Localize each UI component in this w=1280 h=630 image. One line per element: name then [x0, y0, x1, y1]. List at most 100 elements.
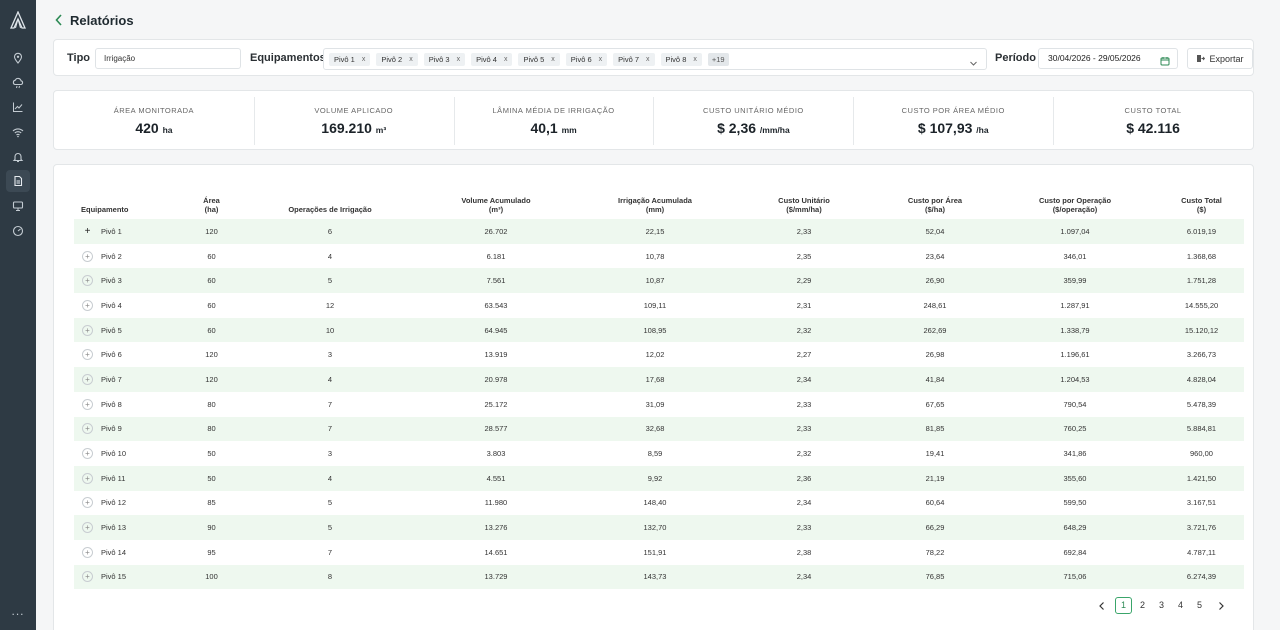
table-cell: 2,33 — [729, 416, 879, 442]
kpi-unit: /ha — [976, 125, 989, 135]
export-button[interactable]: Exportar — [1187, 48, 1253, 69]
chip-label: Pivô 3 — [428, 55, 450, 64]
expand-row-icon[interactable]: + — [82, 250, 93, 262]
table-row[interactable]: + Pivô 3 60 5 7.561 10,87 2,29 26,90 359,99 1.751… — [74, 268, 1244, 294]
chip-remove-icon[interactable]: x — [598, 56, 603, 63]
table-cell: 715,06 — [991, 564, 1159, 590]
table-row[interactable]: + Pivô 9 80 7 28.577 32,68 2,33 81,85 760,25 5.88… — [74, 416, 1244, 442]
table-cell: 341,86 — [1063, 449, 1087, 459]
cloud-rain-icon[interactable] — [6, 72, 30, 94]
kpi-summary: Área monitorada 420 ha Volume aplicado 169.… — [53, 90, 1254, 150]
expand-row-icon[interactable]: + — [82, 423, 93, 435]
table-cell: 2,32 — [796, 449, 812, 459]
chevron-down-icon[interactable] — [969, 55, 978, 66]
equipment-name: Pivô 10 — [101, 449, 127, 459]
table-row[interactable]: + Pivô 4 60 12 63.543 109,11 2,31 248,61 1.287,9… — [74, 293, 1244, 318]
wifi-icon[interactable] — [6, 121, 30, 143]
table-row[interactable]: + Pivô 7 120 4 20.978 17,68 2,34 41,84 1.204,53 4… — [74, 367, 1244, 392]
back-chevron-icon[interactable] — [54, 13, 64, 27]
gauge-icon[interactable] — [6, 220, 30, 242]
expand-row-icon[interactable]: + — [82, 349, 93, 361]
expand-row-icon[interactable]: + — [82, 275, 93, 287]
next-page-icon[interactable] — [1213, 598, 1229, 614]
table-row[interactable]: + Pivô 11 50 4 4.551 9,92 2,36 21,19 355,60 1.421… — [74, 465, 1244, 491]
equipment-name: Pivô 11 — [101, 473, 126, 483]
map-pin-icon[interactable] — [6, 47, 30, 69]
periodo-date-range[interactable]: 30/04/2026 - 29/05/2026 — [1038, 48, 1178, 69]
calendar-icon[interactable] — [1160, 54, 1170, 66]
table-row[interactable]: + Pivô 14 95 7 14.651 151,91 2,38 78,22 692,84 4.… — [74, 540, 1244, 565]
equipment-cell: + Pivô 3 — [74, 268, 174, 294]
table-row[interactable]: + Pivô 15 100 8 13.729 143,73 2,34 76,85 715,06 6… — [74, 564, 1244, 590]
expand-row-icon[interactable]: + — [82, 522, 93, 534]
expand-row-icon[interactable]: + — [82, 324, 93, 336]
table-row[interactable]: + Pivô 10 50 3 3.803 8,59 2,32 19,41 341,86 960,0… — [74, 441, 1244, 466]
equipamentos-multiselect[interactable]: Pivô 1 x Pivô 2 x Pivô 3 x Pivô 4 x Pivô 5 x Pivô … — [323, 48, 987, 70]
table-cell: 17,68 — [581, 367, 729, 392]
page-5-button[interactable]: 5 — [1196, 600, 1202, 610]
expand-row-icon[interactable]: + — [82, 571, 93, 583]
equipment-name: Pivô 9 — [101, 424, 122, 434]
expand-row-icon[interactable]: + — [84, 225, 91, 237]
table-row[interactable]: + Pivô 13 90 5 13.276 132,70 2,33 66,29 648,29 3.… — [74, 515, 1244, 540]
table-cell: 10,87 — [581, 268, 729, 294]
table-cell: 21,19 — [879, 465, 991, 491]
expand-row-icon[interactable]: + — [82, 497, 93, 509]
table-cell: 648,29 — [991, 515, 1159, 540]
page-2-button[interactable]: 2 — [1139, 600, 1145, 610]
monitor-icon[interactable] — [6, 195, 30, 217]
table-cell: 2,34 — [729, 564, 879, 590]
expand-row-icon[interactable]: + — [82, 546, 93, 558]
kpi-label: Volume aplicado — [314, 106, 394, 115]
column-header: Custo Total ($) — [1159, 193, 1244, 219]
table-cell: 60 — [174, 317, 249, 343]
more-chips-badge[interactable]: +19 — [707, 53, 729, 66]
equipment-cell: + Pivô 13 — [74, 515, 174, 540]
table-cell: 355,60 — [991, 465, 1159, 491]
equipment-cell: + Pivô 4 — [74, 293, 174, 318]
chart-icon[interactable] — [6, 96, 30, 118]
expand-row-icon[interactable]: + — [82, 398, 93, 410]
chip-remove-icon[interactable]: x — [361, 56, 366, 63]
brand-logo-icon[interactable] — [9, 10, 27, 31]
more-menu-icon[interactable]: ... — [11, 604, 25, 618]
table-cell: 262,69 — [879, 317, 991, 343]
equipment-name: Pivô 1 — [101, 226, 122, 236]
expand-row-icon[interactable]: + — [82, 448, 93, 460]
chip-remove-icon[interactable]: x — [693, 56, 697, 63]
chip-remove-icon[interactable]: x — [456, 56, 461, 63]
chip-remove-icon[interactable]: x — [503, 56, 508, 63]
expand-row-icon[interactable]: + — [82, 472, 93, 484]
tipo-select[interactable]: Irrigação — [95, 48, 241, 69]
table-row[interactable]: + Pivô 1 120 6 26.702 22,15 2,33 52,04 1.097,04 6… — [74, 219, 1244, 244]
periodo-value: 30/04/2026 - 29/05/2026 — [1048, 53, 1141, 63]
chip-label: Pivô 5 — [523, 55, 545, 64]
table-cell: 31,09 — [645, 399, 665, 409]
page-3-button[interactable]: 3 — [1158, 600, 1164, 610]
column-header: Irrigação Acumulada (mm) — [581, 193, 729, 219]
report-table: Equipamento Área (ha) Operações de Irrigaçã… — [74, 193, 1244, 590]
page-4-button[interactable]: 4 — [1177, 600, 1183, 610]
table-cell: 2,34 — [796, 498, 812, 508]
table-row[interactable]: + Pivô 5 60 10 64.945 108,95 2,32 262,69 1.338,7… — [74, 317, 1244, 343]
prev-page-icon[interactable] — [1094, 598, 1110, 614]
bell-icon[interactable] — [6, 146, 30, 168]
table-cell: 60 — [174, 268, 249, 294]
table-row[interactable]: + Pivô 8 80 7 25.172 31,09 2,33 67,65 790,54 5.47… — [74, 392, 1244, 417]
equipment-cell: + Pivô 6 — [74, 342, 174, 367]
table-row[interactable]: + Pivô 12 85 5 11.980 148,40 2,34 60,64 599,50 3.… — [74, 491, 1244, 516]
page-1-button[interactable]: 1 — [1115, 597, 1132, 614]
table-cell: 22,15 — [581, 219, 729, 244]
equipment-cell: + Pivô 9 — [74, 416, 174, 442]
equipment-cell: + Pivô 2 — [74, 244, 174, 269]
chip-remove-icon[interactable]: x — [409, 56, 413, 63]
report-icon[interactable] — [6, 170, 30, 192]
table-cell: 20.978 — [411, 367, 581, 392]
chip-remove-icon[interactable]: x — [551, 56, 555, 63]
table-cell: 15.120,12 — [1159, 317, 1244, 343]
expand-row-icon[interactable]: + — [82, 373, 93, 385]
expand-row-icon[interactable]: + — [82, 299, 93, 311]
table-row[interactable]: + Pivô 2 60 4 6.181 10,78 2,35 23,64 346,01 1.368… — [74, 244, 1244, 269]
table-row[interactable]: + Pivô 6 120 3 13.919 12,02 2,27 26,98 1.196,61 3… — [74, 342, 1244, 367]
chip-remove-icon[interactable]: x — [646, 56, 650, 63]
